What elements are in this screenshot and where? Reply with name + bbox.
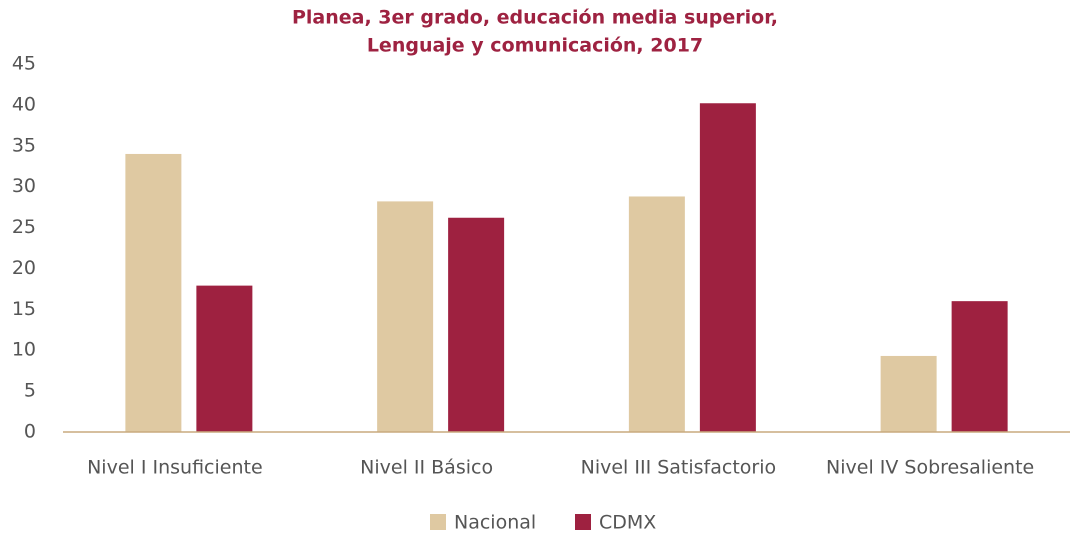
- bar: [448, 217, 505, 432]
- x-tick-label: Nivel II Básico: [360, 457, 493, 479]
- chart-title: Planea, 3er grado, educación media super…: [292, 7, 778, 29]
- bar: [196, 285, 253, 432]
- y-tick-label: 40: [12, 93, 36, 115]
- bar: [880, 355, 937, 432]
- x-tick-label: Nivel III Satisfactorio: [581, 457, 777, 479]
- x-tick-label: Nivel IV Sobresaliente: [826, 457, 1034, 479]
- legend-label: CDMX: [599, 512, 656, 534]
- y-tick-label: 5: [24, 380, 36, 402]
- legend-swatch: [575, 514, 591, 530]
- y-tick-label: 45: [12, 53, 36, 75]
- bar: [377, 201, 434, 432]
- legend-label: Nacional: [454, 512, 536, 534]
- y-tick-label: 0: [24, 421, 36, 443]
- bar: [951, 301, 1008, 432]
- bar: [628, 196, 685, 432]
- y-tick-label: 20: [12, 257, 36, 279]
- chart-title: Lenguaje y comunicación, 2017: [367, 35, 703, 57]
- y-tick-label: 30: [12, 175, 36, 197]
- y-tick-label: 15: [12, 298, 36, 320]
- y-tick-label: 35: [12, 134, 36, 156]
- y-tick-label: 10: [12, 339, 36, 361]
- bar: [125, 153, 182, 432]
- y-tick-label: 25: [12, 216, 36, 238]
- bar: [699, 103, 756, 433]
- legend-swatch: [430, 514, 446, 530]
- x-tick-label: Nivel I Insuficiente: [87, 457, 263, 479]
